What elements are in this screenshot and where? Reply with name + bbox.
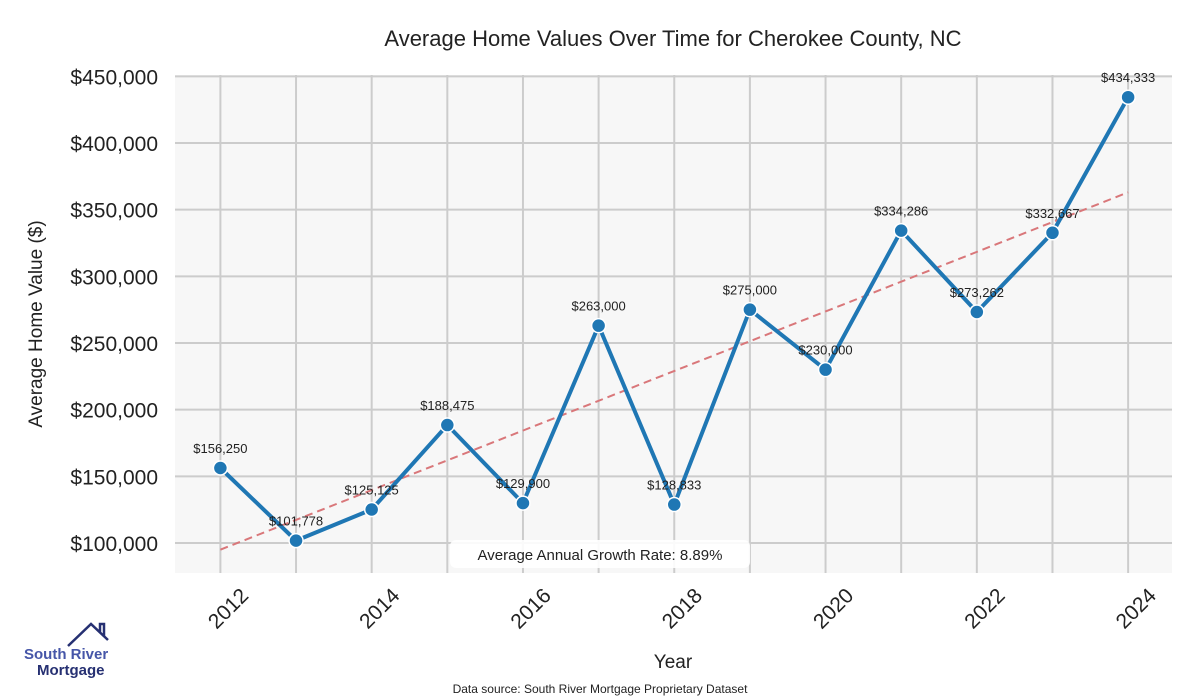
data-point: [666, 496, 683, 513]
logo-line1: South River: [24, 646, 108, 663]
data-label: $263,000: [571, 299, 625, 314]
y-tick-label: $350,000: [70, 200, 158, 223]
x-tick-label: 2020: [809, 584, 858, 633]
data-point: [1044, 225, 1061, 241]
y-axis-label: Average Home Value ($): [26, 220, 47, 427]
data-label: $273,262: [950, 285, 1004, 300]
data-point: [288, 532, 304, 549]
y-tick-label: $150,000: [70, 466, 158, 489]
data-source: Data source: South River Mortgage Propri…: [453, 682, 748, 696]
data-point: [1120, 89, 1136, 105]
annotation-box: [450, 540, 750, 568]
data-label: $129,900: [496, 476, 550, 491]
data-label: $332,667: [1025, 206, 1079, 221]
data-point: [742, 301, 758, 318]
chart-title: Average Home Values Over Time for Cherok…: [384, 26, 961, 51]
data-point: [969, 304, 985, 320]
data-label: $188,475: [420, 398, 474, 413]
data-point: [817, 361, 834, 378]
logo: South River Mortgage: [24, 622, 109, 679]
data-label: $128,833: [647, 478, 701, 493]
data-label: $230,000: [798, 343, 852, 358]
data-label: $156,250: [193, 441, 247, 456]
data-point: [363, 501, 380, 518]
y-tick-label: $250,000: [70, 333, 158, 356]
x-tick-label: 2024: [1112, 584, 1162, 634]
data-point: [212, 460, 229, 476]
data-point: [515, 495, 531, 511]
data-point: [893, 222, 909, 239]
y-tick-label: $100,000: [70, 533, 158, 556]
x-tick-label: 2016: [506, 584, 555, 633]
data-label: $334,286: [874, 204, 928, 219]
house-icon: [67, 622, 109, 647]
x-tick-label: 2018: [658, 584, 707, 633]
logo-line2: Mortgage: [37, 662, 105, 679]
data-label: $125,125: [345, 483, 399, 498]
data-label: $275,000: [723, 283, 777, 298]
y-tick-label: $300,000: [70, 266, 158, 289]
x-tick-label: 2014: [355, 584, 405, 634]
x-tick-label: 2012: [204, 584, 253, 633]
data-label: $434,333: [1101, 70, 1155, 85]
x-tick-label: 2022: [960, 584, 1009, 633]
growth-rate-annotation: Average Annual Growth Rate: 8.89%: [478, 547, 723, 564]
data-point: [590, 317, 607, 334]
y-tick-label: $450,000: [70, 66, 158, 89]
trend-line: [220, 191, 1129, 551]
data-point: [439, 417, 456, 433]
x-axis-label: Year: [654, 652, 693, 673]
y-tick-label: $400,000: [70, 133, 158, 156]
y-tick-label: $200,000: [70, 400, 158, 423]
data-label: $101,778: [269, 514, 323, 529]
